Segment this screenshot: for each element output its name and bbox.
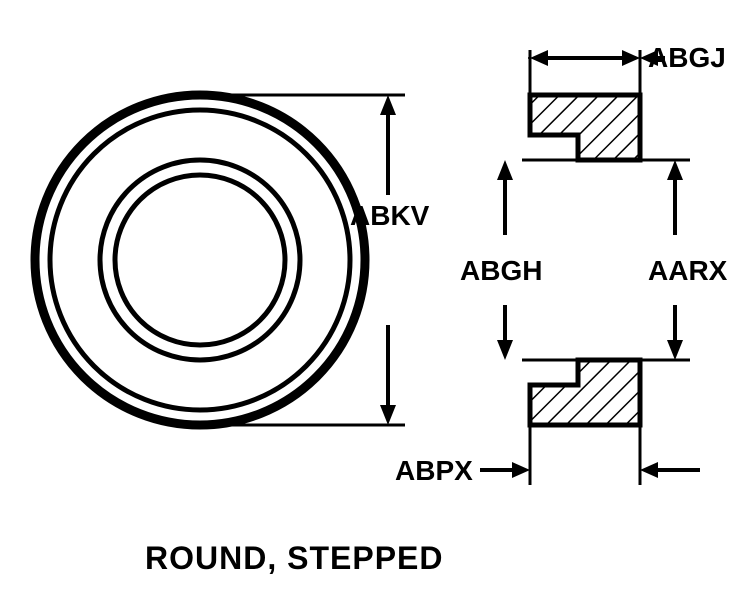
label-abkv: ABKV	[350, 200, 429, 232]
label-abpx: ABPX	[395, 455, 473, 487]
label-abgj: ABGJ	[648, 42, 726, 74]
front-view	[35, 95, 365, 425]
label-abgh: ABGH	[460, 255, 542, 287]
diagram-title: ROUND, STEPPED	[145, 540, 443, 577]
label-aarx: AARX	[648, 255, 727, 287]
technical-drawing-svg	[0, 0, 746, 613]
diagram-container: ABGJ ABKV ABGH AARX ABPX ROUND, STEPPED	[0, 0, 746, 613]
